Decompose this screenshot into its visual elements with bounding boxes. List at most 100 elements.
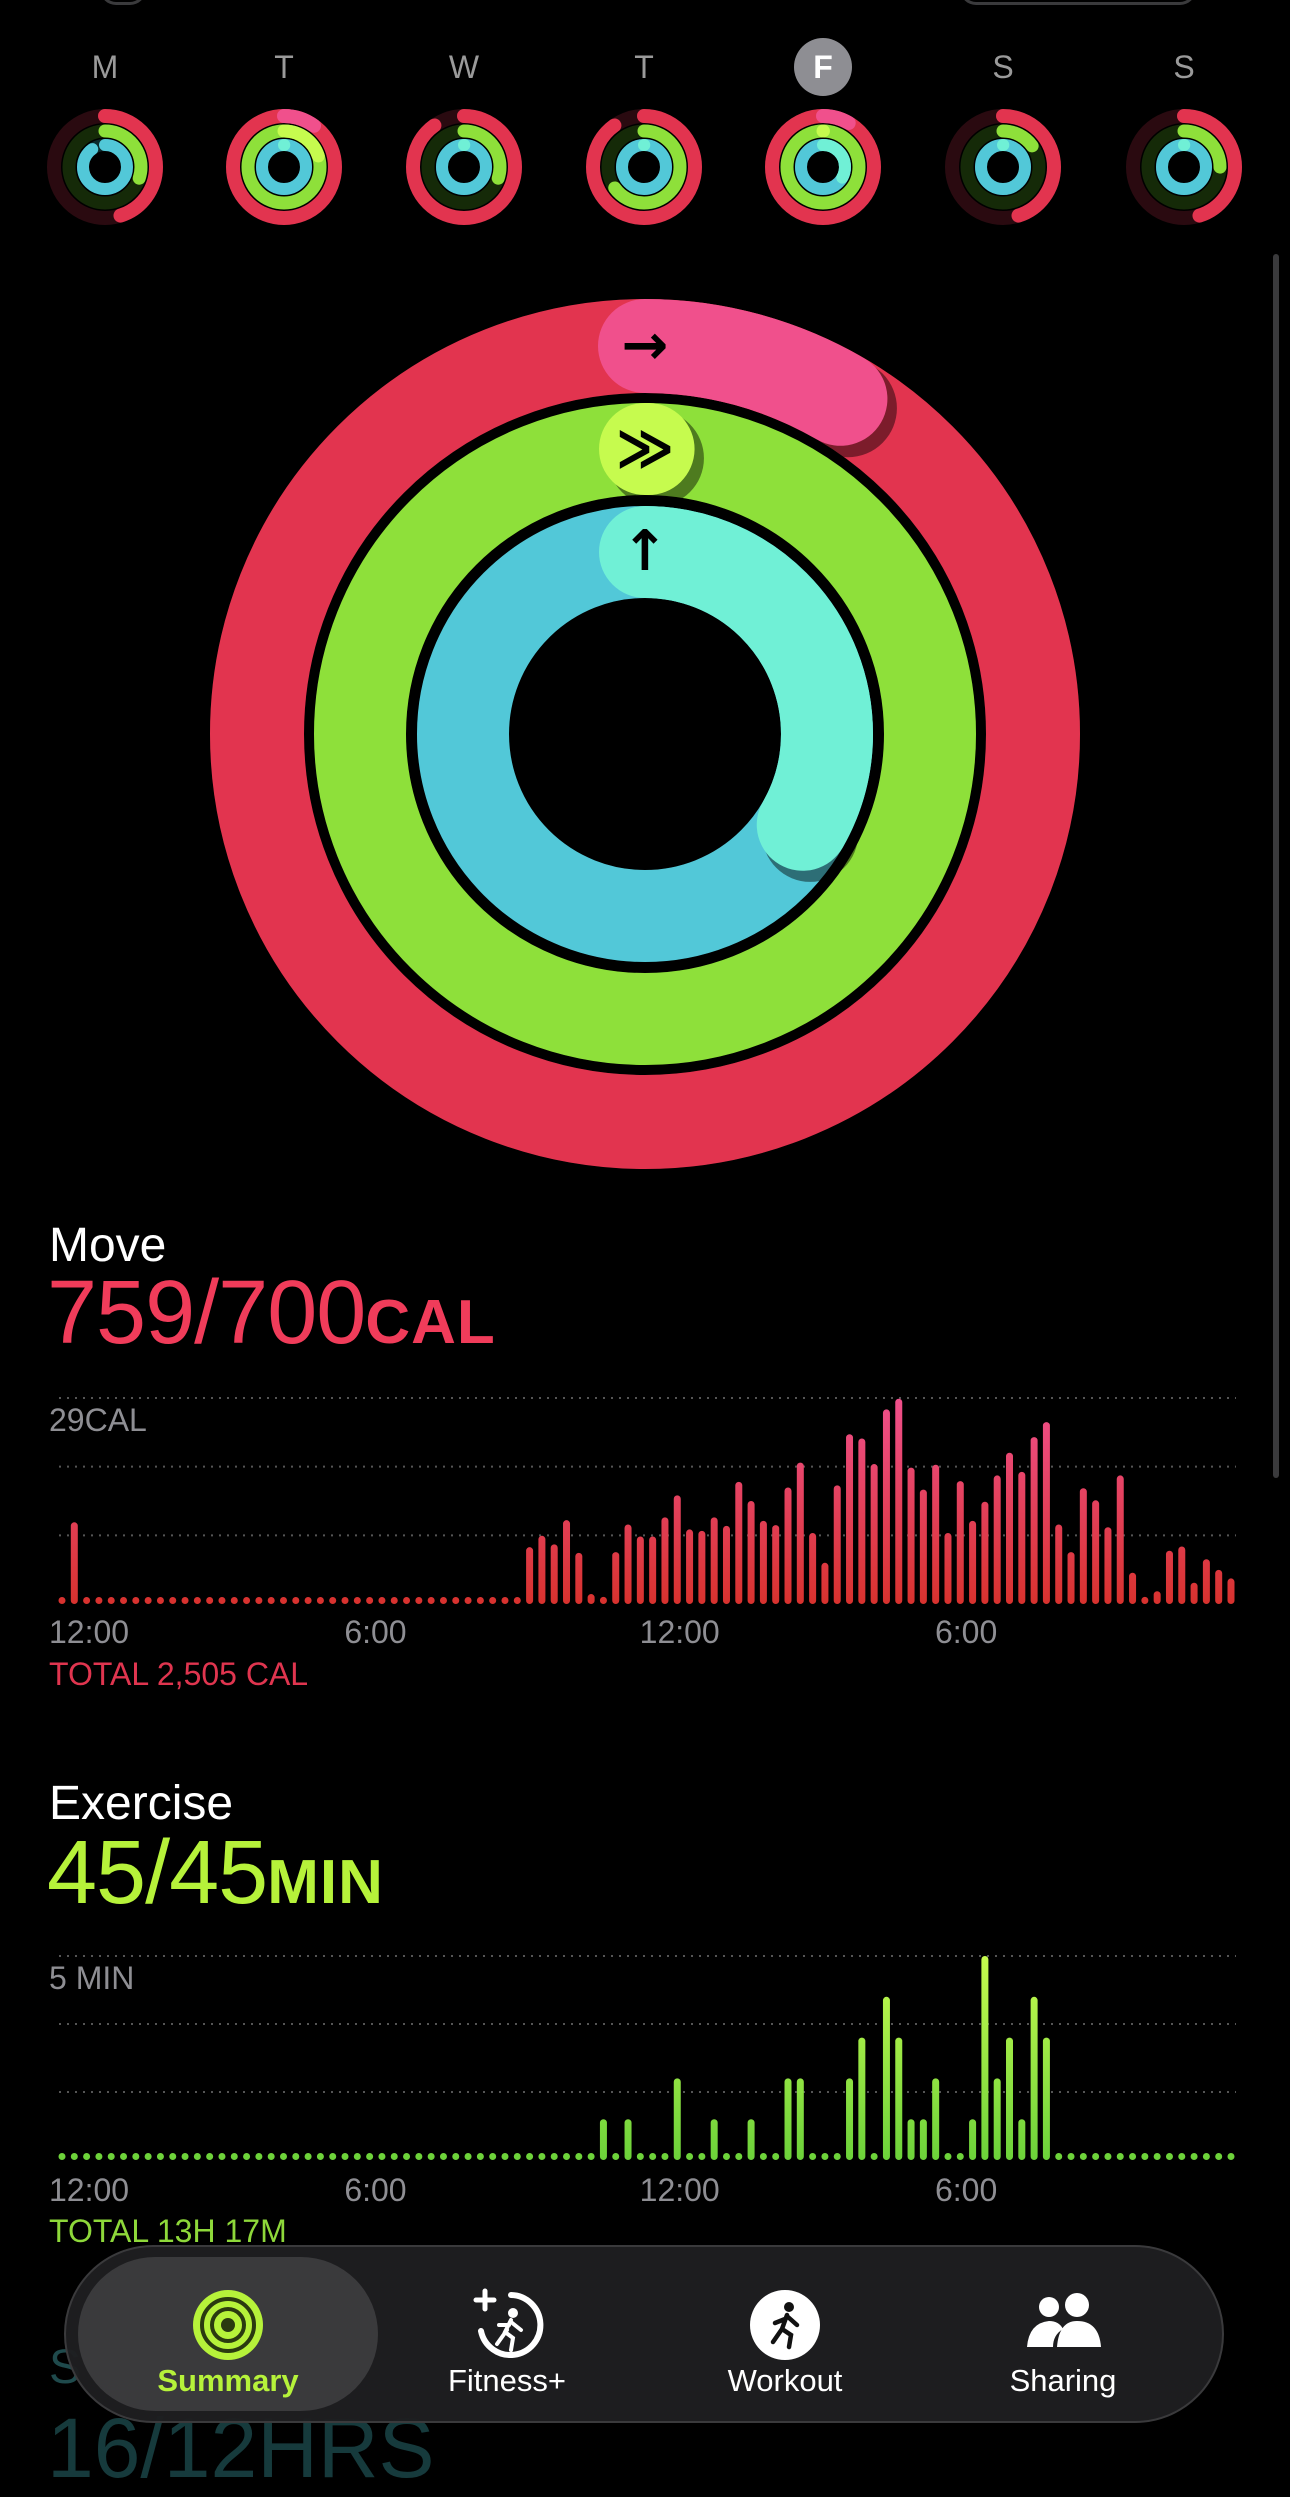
tab-workout[interactable]: Workout (635, 2247, 935, 2421)
day-letter[interactable]: S (1173, 49, 1195, 85)
chart-bar (956, 2153, 964, 2160)
chart-bar (821, 2153, 829, 2160)
day-letter[interactable]: T (634, 49, 654, 85)
x-tick-label: 12:00 (639, 2172, 720, 2208)
mini-exercise-ring (601, 124, 687, 210)
day-ring[interactable] (586, 109, 702, 225)
mini-exercise-ring (421, 124, 507, 210)
mini-stand-ring-progress (77, 139, 133, 195)
chart-bar (1178, 1546, 1186, 1604)
week-rings (47, 109, 1242, 225)
day-letter[interactable]: F (813, 49, 833, 85)
chart-bar (563, 1520, 571, 1604)
day-letter[interactable]: M (91, 49, 119, 85)
chart-bar (218, 2153, 226, 2160)
chart-bar (722, 2153, 730, 2160)
chart-bar (341, 2153, 349, 2160)
chart-bar (944, 1532, 952, 1604)
exercise-label: Exercise (49, 1777, 234, 1830)
chart-bar (649, 2153, 657, 2160)
mini-stand-ring (77, 139, 133, 195)
chart-bar (390, 2153, 398, 2160)
day-ring[interactable] (406, 109, 522, 225)
chart-bar (698, 1530, 706, 1604)
chart-bar (932, 2078, 940, 2160)
chart-bar (181, 1597, 189, 1604)
chart-bar (809, 1532, 817, 1604)
mini-exercise-ring (960, 124, 1046, 210)
chart-bar (1227, 2153, 1235, 2160)
exercise-unit: MIN (267, 1848, 384, 1917)
chart-bar (759, 2153, 767, 2160)
chart-bar (415, 2153, 423, 2160)
day-ring[interactable] (47, 109, 163, 225)
chart-bar (427, 2153, 435, 2160)
day-ring[interactable] (1126, 109, 1242, 225)
chart-bar (944, 2153, 952, 2160)
chart-bar (83, 1597, 91, 1604)
day-letter[interactable]: T (274, 49, 294, 85)
day-letter[interactable]: W (448, 49, 480, 85)
chart-bar (969, 2119, 977, 2160)
chart-bar (772, 1525, 780, 1604)
chart-bar (932, 1464, 940, 1604)
chart-bar (1006, 2037, 1014, 2160)
exercise-arrow-icon: ≫ (616, 416, 675, 481)
chart-bar (169, 2153, 177, 2160)
mini-move-ring-overflow (765, 109, 881, 225)
chart-bar (1129, 1572, 1137, 1604)
day-ring[interactable] (226, 109, 342, 225)
chart-bar (759, 1520, 767, 1604)
mini-stand-ring (1156, 139, 1212, 195)
chart-bar (329, 2153, 337, 2160)
chart-bar (550, 2153, 558, 2160)
chart-bar (735, 2153, 743, 2160)
day-ring[interactable] (945, 109, 1061, 225)
chart-bar (919, 1489, 927, 1604)
chart-bar (132, 1597, 140, 1604)
tab-workout-label: Workout (727, 2363, 843, 2398)
chart-bar (279, 2153, 287, 2160)
move-arrow-icon: → (622, 313, 669, 378)
mini-move-ring (1126, 109, 1242, 225)
mini-exercise-ring (62, 124, 148, 210)
chart-bar (120, 1597, 128, 1604)
scrollbar[interactable] (1273, 254, 1279, 1478)
chart-bar (526, 2153, 534, 2160)
top-left-button-edge[interactable] (100, 0, 146, 5)
chart-bar (439, 2153, 447, 2160)
chart-bar (1141, 2153, 1149, 2160)
chart-bar (624, 1524, 632, 1604)
chart-bar (378, 1597, 386, 1604)
chart-bar (452, 2153, 460, 2160)
mini-move-ring-progress (945, 109, 1061, 225)
chart-bar (464, 2153, 472, 2160)
chart-bar (193, 1597, 201, 1604)
chart-bar (316, 2153, 324, 2160)
chart-bar (981, 1501, 989, 1604)
tab-sharing[interactable]: Sharing (913, 2247, 1213, 2421)
chart-bar (1227, 1578, 1235, 1604)
mini-exercise-ring-progress (62, 124, 148, 210)
tab-summary[interactable]: Summary (78, 2247, 378, 2421)
fitness-plus-icon (473, 2288, 544, 2358)
day-ring[interactable] (765, 109, 881, 225)
mini-move-ring-progress (47, 109, 163, 225)
day-letter[interactable]: S (992, 49, 1014, 85)
exercise-value: 45/45MIN (47, 1822, 384, 1925)
mini-stand-ring (975, 139, 1031, 195)
chart-bar (403, 2153, 411, 2160)
chart-bar (378, 2153, 386, 2160)
chart-bar (969, 1520, 977, 1604)
mini-exercise-ring-progress (1141, 124, 1227, 210)
tab-fitness-plus[interactable]: Fitness+ (357, 2247, 657, 2421)
x-tick-label: 6:00 (344, 2172, 407, 2208)
tab-sharing-label: Sharing (1009, 2363, 1117, 2398)
mini-move-ring (406, 109, 522, 225)
chart-bar (255, 1597, 263, 1604)
mini-exercise-ring-overflow (780, 124, 866, 210)
chart-bar (870, 1464, 878, 1604)
chart-bar (1018, 2119, 1026, 2160)
top-right-button-edge[interactable] (960, 0, 1196, 5)
mini-move-ring-progress (406, 109, 522, 225)
